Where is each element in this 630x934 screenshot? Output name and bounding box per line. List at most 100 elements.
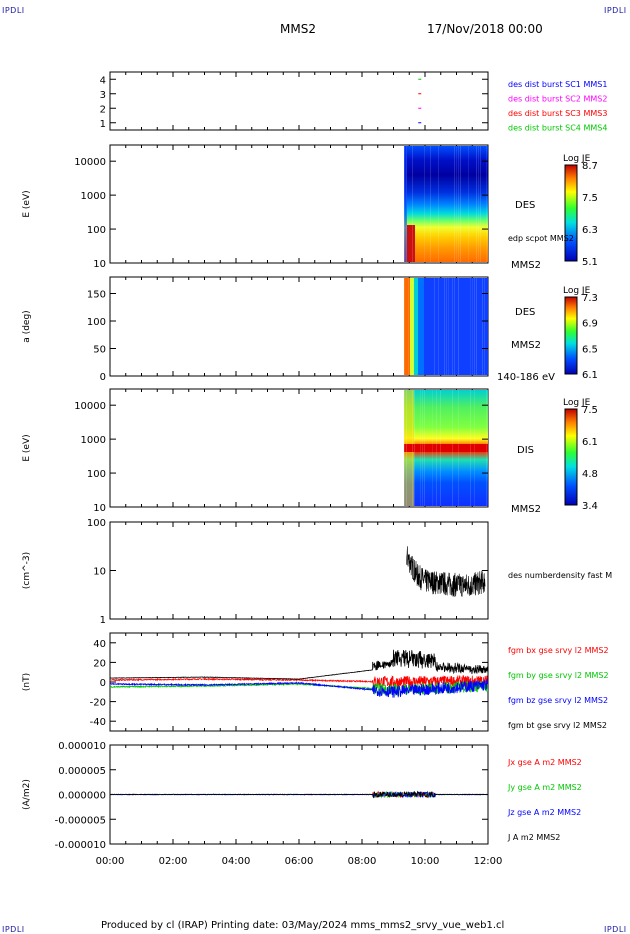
spectrogram-stripe: [414, 390, 415, 506]
spectrogram-stripe: [458, 390, 459, 506]
colorbar-title: Log JE: [563, 398, 591, 408]
spectrogram-stripe: [424, 146, 425, 262]
date-title: 17/Nov/2018 00:00: [427, 22, 543, 36]
spectrogram-stripe: [446, 278, 447, 375]
legend-density: des numberdensity fast M: [508, 571, 612, 580]
spectrogram-stripe: [420, 390, 421, 506]
y-tick-label: 10000: [74, 157, 106, 168]
spectrogram-stripe: [468, 146, 469, 262]
legend-b-field: fgm by gse srvy l2 MMS2: [508, 671, 609, 680]
panel-frame-4: [109, 521, 489, 620]
spectrogram-stripe: [422, 390, 423, 506]
spectrogram-stripe: [404, 278, 405, 375]
legend-current: J A m2 MMS2: [507, 833, 560, 842]
y-tick-label: 1000: [81, 191, 106, 202]
y-tick-label: 10: [93, 259, 106, 270]
y-tick-label: 0: [100, 678, 106, 689]
legend-b-field: fgm bx gse srvy l2 MMS2: [508, 646, 609, 655]
x-tick-label: 00:00: [96, 856, 125, 867]
spectrogram-stripe: [482, 278, 483, 375]
legend-b-field: fgm bt gse srvy l2 MMS2: [508, 721, 607, 730]
colorbar: [564, 296, 578, 375]
y-tick-label: 40: [93, 639, 106, 650]
y-tick-label: 100: [87, 518, 106, 529]
density-line: [406, 546, 486, 597]
y-tick-label: 20: [93, 658, 106, 669]
colorbar-tick: 7.5: [582, 193, 598, 204]
y-tick-label: 150: [87, 290, 106, 301]
spectrogram-stripe: [460, 146, 461, 262]
legend-entry: des dist burst SC2 MMS2: [508, 95, 607, 104]
current-line: [109, 790, 489, 799]
x-tick-label: 02:00: [159, 856, 188, 867]
spectrogram-stripe: [452, 390, 453, 506]
y-tick-label: 0.000000: [58, 791, 106, 802]
spectrogram-edge: [404, 146, 407, 262]
spectrogram: [404, 146, 488, 262]
colorbar: [564, 164, 578, 262]
spectrogram-burst: [404, 278, 410, 375]
corner-logo-bottom-left: IPDLI: [2, 925, 25, 934]
spectrogram-stripe: [412, 146, 413, 262]
corner-logo-top-left: IPDLI: [2, 6, 25, 15]
y-axis-label: E (eV): [22, 190, 32, 217]
spectrogram-stripe: [412, 390, 413, 506]
x-tick-label: 08:00: [348, 856, 377, 867]
colorbar-tick: 5.1: [582, 257, 598, 268]
spectrogram-stripe: [444, 278, 445, 375]
y-tick-label: 10: [93, 567, 106, 578]
b-field-line: [109, 678, 489, 698]
y-tick-label: -0.000010: [55, 840, 106, 851]
spectrogram-stripe: [476, 146, 477, 262]
spectrogram-stripe: [432, 390, 433, 506]
b-field-line: [109, 675, 489, 688]
spectrogram-stripe: [458, 278, 459, 375]
y-tick-label: 0.000005: [58, 766, 106, 777]
x-tick-label: 10:00: [411, 856, 440, 867]
label-mms2: MMS2: [511, 260, 541, 271]
label-dis: DIS: [517, 445, 534, 456]
spectrogram-stripe: [438, 146, 439, 262]
y-tick-label: 10: [93, 503, 106, 514]
spectrogram-band: [404, 444, 488, 452]
y-tick-label: 4: [100, 75, 106, 86]
spectrogram-stripe: [458, 146, 459, 262]
spectrogram-burst: [414, 278, 418, 375]
spectrogram-burst: [418, 278, 424, 375]
spectrogram-burst: [407, 225, 415, 262]
legend-current: Jy gse A m2 MMS2: [507, 783, 582, 792]
y-tick-label: -40: [90, 717, 106, 728]
spectrogram-stripe: [434, 278, 435, 375]
y-tick-label: 1: [100, 615, 106, 626]
legend-current: Jz gse A m2 MMS2: [507, 808, 581, 817]
y-axis-label: (cm^-3): [22, 552, 32, 589]
y-axis-label: (A/m2): [22, 779, 32, 810]
corner-logo-top-right: IPDLI: [604, 6, 627, 15]
footer-credit: Produced by cl (IRAP) Printing date: 03/…: [101, 920, 505, 931]
colorbar-tick: 6.1: [582, 370, 598, 381]
colorbar-title: Log JE: [563, 154, 591, 164]
label-des: DES: [515, 200, 535, 211]
y-tick-label: 2: [100, 104, 106, 115]
spectrogram-stripe: [476, 278, 477, 375]
spectrogram-stripe: [472, 278, 473, 375]
colorbar-tick: 3.4: [582, 501, 598, 512]
legend-entry: des dist burst SC3 MMS3: [508, 109, 607, 118]
x-tick-label: 12:00: [474, 856, 503, 867]
label-des: DES: [515, 307, 535, 318]
spectrogram-stripe: [404, 146, 405, 262]
spectrogram-stripe: [424, 390, 425, 506]
spectrogram-stripe: [484, 278, 485, 375]
spectrogram-stripe: [486, 390, 487, 506]
colorbar: [564, 408, 578, 506]
label-mms2: MMS2: [511, 504, 541, 515]
x-tick-label: 06:00: [285, 856, 314, 867]
colorbar-tick: 6.9: [582, 319, 598, 330]
spectrogram-stripe: [478, 146, 479, 262]
spectrogram-stripe: [486, 146, 487, 262]
y-tick-label: 100: [87, 317, 106, 328]
spectrogram-stripe: [438, 278, 439, 375]
spectrogram-stripe: [408, 278, 409, 375]
panel-frame-0: [109, 71, 489, 131]
